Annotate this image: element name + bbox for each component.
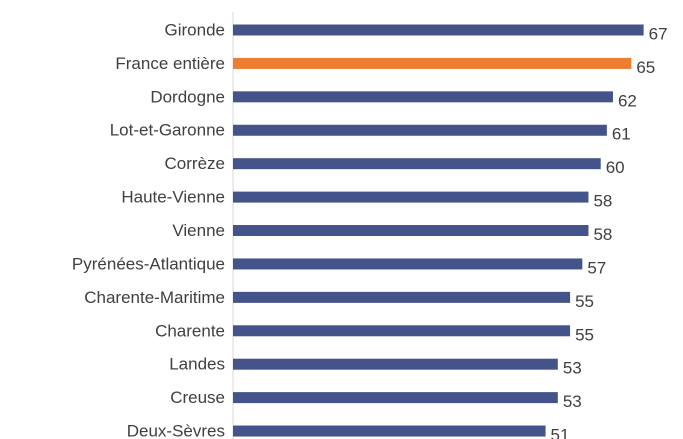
category-label: Charente — [155, 321, 225, 340]
category-label: Gironde — [165, 20, 225, 39]
category-label: Dordogne — [150, 87, 225, 106]
value-label: 61 — [612, 125, 631, 144]
bar — [233, 291, 571, 303]
bar — [233, 225, 589, 237]
category-label: France entière — [115, 54, 225, 73]
value-label: 58 — [593, 192, 612, 211]
category-label: Deux-Sèvres — [127, 422, 225, 439]
value-label: 53 — [563, 392, 582, 411]
bar — [233, 124, 607, 136]
value-label: 65 — [636, 58, 655, 77]
value-label: 57 — [587, 258, 606, 277]
category-label: Charente-Maritime — [84, 288, 225, 307]
category-label: Landes — [169, 355, 225, 374]
value-label: 58 — [593, 225, 612, 244]
category-label: Vienne — [172, 221, 225, 240]
value-label: 67 — [649, 24, 668, 43]
category-label: Lot-et-Garonne — [110, 121, 225, 140]
bar — [233, 191, 589, 203]
value-label: 53 — [563, 359, 582, 378]
bar — [233, 158, 601, 170]
value-label: 55 — [575, 325, 594, 344]
bar — [233, 425, 546, 437]
value-label: 62 — [618, 91, 637, 110]
value-label: 55 — [575, 292, 594, 311]
category-label: Corrèze — [165, 154, 225, 173]
bar — [233, 24, 644, 36]
bar — [233, 358, 558, 370]
bar — [233, 325, 571, 337]
category-label: Pyrénées-Atlantique — [72, 254, 225, 273]
bar — [233, 57, 632, 69]
bar — [233, 258, 583, 270]
category-label: Haute-Vienne — [121, 188, 225, 207]
bar — [233, 392, 558, 404]
bar — [233, 91, 613, 103]
category-label: Creuse — [170, 388, 225, 407]
value-label: 51 — [551, 426, 570, 439]
value-label: 60 — [606, 158, 625, 177]
